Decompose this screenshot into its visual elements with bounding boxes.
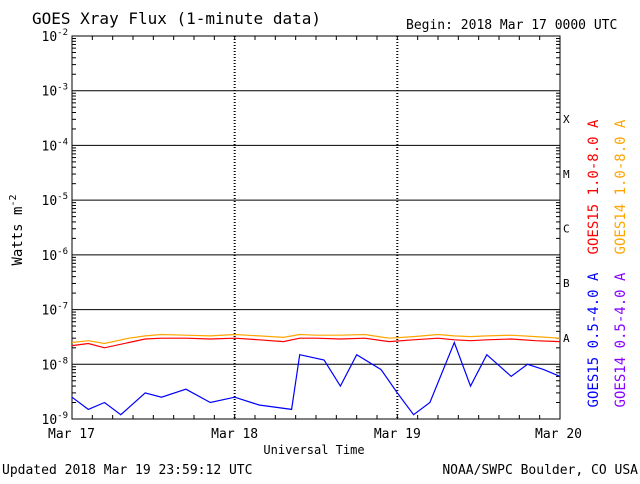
y-tick-exponent: -8 (57, 356, 68, 366)
x-tick-label: Mar 20 (535, 427, 582, 442)
y-tick-label: 10-5 (42, 192, 69, 209)
legend-entry: GOES14 0.5-4.0 A (613, 272, 629, 407)
x-tick-label: Mar 19 (374, 427, 421, 442)
chart-title: GOES Xray Flux (1-minute data) (32, 9, 321, 28)
y-tick-base: 10 (42, 30, 58, 45)
begin-text: Begin: 2018 Mar 17 0000 UTC (406, 18, 617, 33)
legend-entry: GOES14 1.0-8.0 A (613, 119, 629, 254)
y-tick-label: 10-4 (42, 137, 69, 154)
flare-class-label: B (563, 277, 570, 290)
plot-frame (71, 35, 561, 420)
updated-text: Updated 2018 Mar 19 23:59:12 UTC (2, 463, 252, 478)
y-tick-label: 10-8 (42, 356, 69, 373)
y-tick-exponent: -4 (57, 137, 68, 147)
y-tick-label: 10-7 (42, 302, 69, 319)
flare-class-label: X (563, 113, 570, 126)
y-axis-label-exponent: -2 (8, 194, 19, 206)
y-tick-exponent: -7 (57, 302, 68, 312)
series-line (71, 337, 561, 349)
flare-class-label: C (563, 223, 570, 236)
y-axis-label: Watts m-2 (8, 194, 26, 265)
y-tick-exponent: -3 (57, 83, 68, 93)
legend-entry: GOES15 1.0-8.0 A (586, 119, 602, 254)
y-tick-base: 10 (42, 139, 58, 154)
y-tick-base: 10 (42, 85, 58, 100)
y-tick-base: 10 (42, 358, 58, 373)
y-tick-base: 10 (42, 249, 58, 264)
y-tick-label: 10-9 (42, 411, 69, 428)
y-tick-base: 10 (42, 194, 58, 209)
y-tick-exponent: -2 (57, 28, 68, 38)
x-tick-label: Mar 17 (48, 427, 95, 442)
y-tick-base: 10 (42, 304, 58, 319)
credit-text: NOAA/SWPC Boulder, CO USA (442, 463, 638, 478)
legend-entry: GOES15 0.5-4.0 A (586, 272, 602, 407)
y-tick-base: 10 (42, 413, 58, 428)
y-tick-label: 10-3 (42, 83, 69, 100)
y-tick-exponent: -6 (57, 247, 68, 257)
x-tick-label: Mar 18 (211, 427, 258, 442)
y-axis-label-base: Watts m (10, 207, 26, 266)
series-line (71, 340, 561, 416)
y-tick-label: 10-2 (42, 28, 69, 45)
series-line (71, 333, 561, 345)
y-axis-label-group: Watts m-2 (8, 194, 26, 265)
flare-class-label: A (563, 332, 570, 345)
y-tick-exponent: -9 (57, 411, 68, 421)
x-axis-label: Universal Time (263, 443, 364, 457)
flare-class-label: M (563, 168, 570, 181)
y-tick-exponent: -5 (57, 192, 68, 202)
y-tick-label: 10-6 (42, 247, 69, 264)
